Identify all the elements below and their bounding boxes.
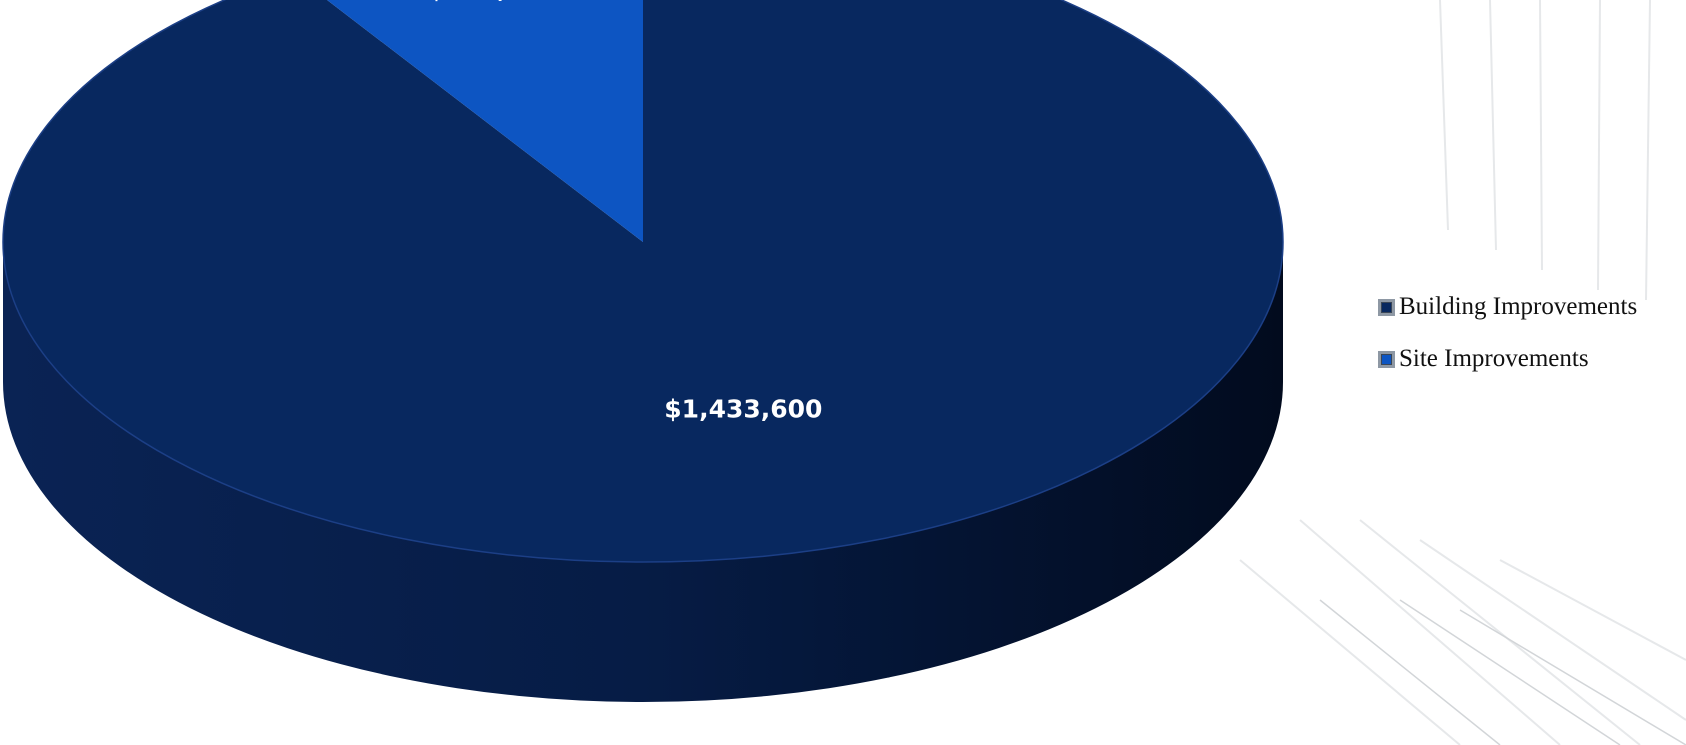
legend-swatch-site-improvements xyxy=(1378,350,1395,368)
legend-label-building-improvements: Building Improvements xyxy=(1399,293,1638,320)
pie-slice-site-improvements xyxy=(327,0,643,242)
data-label-building-improvements: $1,433,600 xyxy=(664,395,822,424)
pie-slice-building-improvements xyxy=(3,0,1283,562)
chart-legend: Building Improvements Site Improvements xyxy=(1378,293,1638,398)
legend-item-site-improvements: Site Improvements xyxy=(1378,345,1637,372)
legend-label-site-improvements: Site Improvements xyxy=(1399,345,1589,372)
legend-item-building-improvements: Building Improvements xyxy=(1378,293,1638,320)
pie-top-rim xyxy=(2,0,1284,563)
data-label-site-improvements: $145,319 xyxy=(428,0,559,3)
legend-swatch-building-improvements xyxy=(1378,298,1395,316)
pie-side-wall xyxy=(3,242,1283,702)
